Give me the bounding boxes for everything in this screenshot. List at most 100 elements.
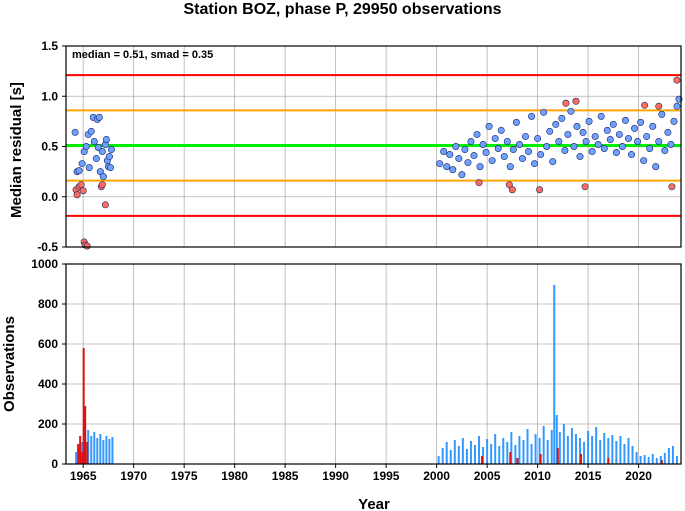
observation-bar xyxy=(530,444,533,464)
observation-bar xyxy=(522,440,525,464)
residual-point xyxy=(509,146,517,154)
observation-bar xyxy=(473,445,476,464)
residual-point xyxy=(106,164,114,172)
observation-bar xyxy=(671,446,674,464)
observation-bar xyxy=(465,449,468,464)
bottom-y-tick-label: 800 xyxy=(38,297,58,311)
top-y-tick-label: -0.5 xyxy=(37,240,58,254)
observation-bar xyxy=(534,434,537,464)
observation-bar xyxy=(587,431,590,464)
reference-lines xyxy=(66,74,681,217)
residual-point xyxy=(564,130,572,138)
residual-point xyxy=(631,124,639,132)
observation-bar xyxy=(482,447,485,464)
residual-point-outlier xyxy=(98,181,106,189)
residual-point-outlier xyxy=(475,179,483,187)
residual-point xyxy=(591,132,599,140)
residual-point xyxy=(482,149,490,157)
observation-bar xyxy=(96,438,99,464)
bottom-y-tick-label: 200 xyxy=(38,417,58,431)
residual-point xyxy=(525,148,533,156)
x-tick-label: 1975 xyxy=(171,469,198,483)
residual-point-outlier xyxy=(505,181,513,189)
residual-point xyxy=(521,132,529,140)
observation-bar xyxy=(510,432,513,464)
observation-bar xyxy=(574,434,577,464)
observation-bar xyxy=(99,434,102,464)
observation-bar xyxy=(623,444,626,464)
observation-bar xyxy=(603,433,606,464)
residual-point xyxy=(491,134,499,142)
top-y-tick-label: 1.5 xyxy=(41,39,58,53)
residual-point xyxy=(597,112,605,120)
residual-point xyxy=(107,146,115,154)
observation-bar xyxy=(441,448,444,464)
residual-point xyxy=(488,157,496,165)
observation-bar xyxy=(506,442,509,464)
residual-point xyxy=(494,145,502,153)
residual-point xyxy=(528,112,536,120)
observation-bar xyxy=(558,432,561,464)
observation-bar xyxy=(619,436,622,464)
residual-point xyxy=(71,128,79,136)
observation-bar-outlier xyxy=(607,458,610,464)
residual-point xyxy=(609,120,617,128)
observation-bar xyxy=(102,440,105,464)
residual-point xyxy=(537,151,545,159)
residual-point xyxy=(558,114,566,122)
observation-bar xyxy=(631,446,634,464)
residual-point xyxy=(503,137,511,145)
residual-point xyxy=(649,122,657,130)
residual-point xyxy=(588,148,596,156)
residual-point xyxy=(546,127,554,135)
residual-point xyxy=(452,143,460,151)
residual-point xyxy=(600,145,608,153)
residual-point xyxy=(579,128,587,136)
residual-point xyxy=(576,153,584,161)
residual-point xyxy=(624,134,632,142)
observation-bar xyxy=(562,424,565,464)
observation-bar xyxy=(490,444,493,464)
observation-bar xyxy=(611,435,614,464)
observation-bar xyxy=(583,442,586,464)
observation-bar xyxy=(437,456,440,464)
x-tick-label: 2010 xyxy=(524,469,551,483)
axis-ticks: 1965 1970 1975 1980 1985 1990 1995 2000 2005 2010… xyxy=(31,39,652,483)
x-tick-label: 2000 xyxy=(423,469,450,483)
observation-bar xyxy=(526,429,529,464)
residual-point-outlier xyxy=(508,186,516,194)
observation-bar xyxy=(655,458,658,464)
residual-point-outlier xyxy=(77,181,85,189)
observation-bar xyxy=(553,285,556,464)
residual-point xyxy=(612,149,620,157)
observation-bar xyxy=(550,430,553,464)
observation-bar xyxy=(639,456,642,464)
residual-point xyxy=(640,157,648,165)
observation-bar xyxy=(461,438,464,464)
observation-bar xyxy=(599,440,602,464)
observation-bar xyxy=(555,415,558,464)
residual-point xyxy=(82,143,90,151)
observation-bar xyxy=(453,440,456,464)
observation-bar xyxy=(75,452,78,464)
x-tick-label: 1965 xyxy=(70,469,97,483)
observation-bar xyxy=(667,448,670,464)
observation-bar-outlier xyxy=(81,452,84,464)
residual-point-outlier xyxy=(641,101,649,109)
observation-bar xyxy=(87,430,90,464)
observation-bar-outlier xyxy=(79,436,82,464)
residual-point xyxy=(443,163,451,171)
observation-bar xyxy=(498,446,501,464)
observation-bar xyxy=(478,436,481,464)
observation-bar xyxy=(651,454,654,464)
residual-point xyxy=(96,168,104,176)
residual-point xyxy=(618,143,626,151)
x-tick-label: 1985 xyxy=(272,469,299,483)
residual-point-outlier xyxy=(673,76,681,84)
residual-point xyxy=(506,163,514,171)
residual-point xyxy=(567,107,575,115)
residual-point xyxy=(531,160,539,168)
observation-bar xyxy=(514,445,517,464)
observation-bar xyxy=(546,440,549,464)
